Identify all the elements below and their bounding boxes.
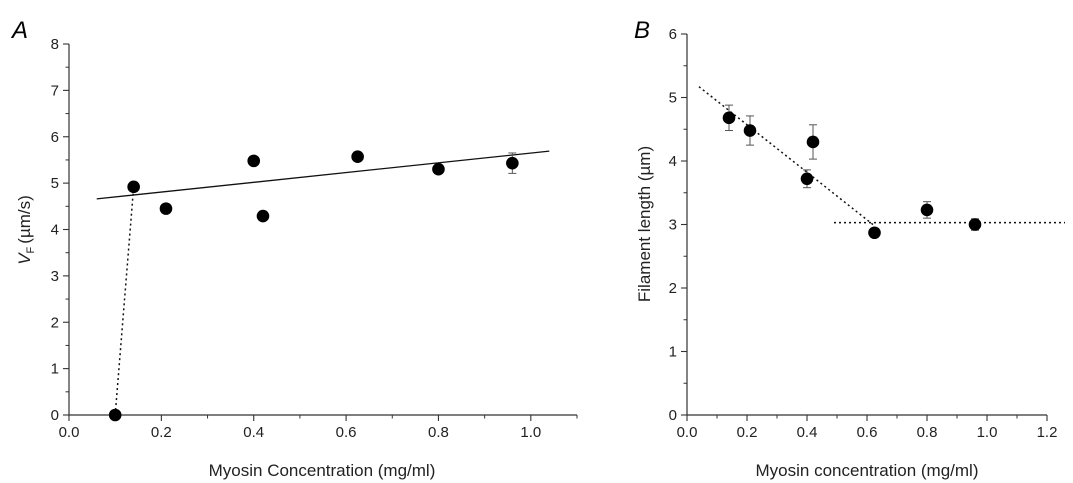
y-tick-label: 0	[669, 407, 677, 424]
panel-b-y-axis-title: Filament length (µm)	[635, 146, 654, 302]
y-tick-label: 4	[51, 222, 59, 239]
panel-b-x-axis-title: Myosin concentration (mg/ml)	[756, 461, 979, 480]
data-point	[722, 111, 736, 125]
dotted-fit-line	[114, 186, 135, 416]
y-tick-label: 7	[51, 82, 59, 99]
panel-a-label: A	[10, 17, 28, 44]
y-tick-label: 8	[51, 36, 59, 53]
solid-fit-line	[96, 150, 550, 200]
data-point	[159, 202, 173, 215]
data-point	[432, 162, 445, 176]
panel-a-fit-lines	[96, 150, 550, 416]
x-tick-label: 0.8	[428, 424, 449, 441]
x-tick-label: 1.2	[1037, 424, 1058, 441]
data-point	[247, 154, 261, 168]
y-tick-label: 4	[669, 153, 677, 170]
panel-a-y-axis-symbol: V	[15, 252, 34, 265]
x-tick-label: 0.6	[857, 424, 878, 441]
data-point	[108, 408, 122, 422]
data-point	[256, 209, 270, 223]
panel-b-fit-lines	[698, 86, 1065, 227]
panel-a-y-axis-title: VF (µm/s)	[15, 195, 37, 265]
panel-a-y-axis-units: (µm/s)	[15, 195, 34, 244]
panel-a: A 0.0 0.2 0.4 0.6 0.8 1.0 0 1 2 3 4 5 6 7 8 Myosin Con…	[10, 17, 578, 480]
y-tick-label: 6	[51, 129, 59, 146]
y-tick-label: 1	[51, 361, 59, 378]
panel-a-x-axis-title: Myosin Concentration (mg/ml)	[209, 461, 436, 480]
panel-a-data-points	[108, 150, 519, 422]
y-tick-label: 5	[51, 175, 59, 192]
panel-b-label: B	[634, 17, 650, 44]
data-point	[351, 150, 364, 163]
x-tick-label: 1.0	[520, 424, 541, 441]
data-point	[743, 124, 757, 137]
panel-a-ticks: 0.0 0.2 0.4 0.6 0.8 1.0 0 1 2 3 4 5 6 7 8	[51, 36, 578, 441]
y-tick-label: 3	[669, 217, 677, 234]
y-tick-label: 6	[669, 26, 677, 43]
x-tick-label: 0.0	[677, 424, 698, 441]
x-tick-label: 0.4	[243, 424, 264, 441]
y-tick-label: 5	[669, 90, 677, 107]
x-tick-label: 0.8	[917, 424, 938, 441]
data-point	[127, 180, 140, 194]
y-tick-label: 1	[669, 344, 677, 361]
y-tick-label: 2	[51, 314, 59, 331]
y-tick-label: 0	[51, 407, 59, 424]
data-point	[800, 172, 814, 186]
x-tick-label: 0.2	[737, 424, 758, 441]
panel-b-data-points	[722, 104, 982, 240]
data-point	[506, 156, 519, 170]
y-tick-label: 3	[51, 268, 59, 285]
y-tick-label: 2	[669, 280, 677, 297]
panel-a-y-axis-subscript: F	[25, 246, 37, 253]
data-point	[806, 135, 820, 149]
panel-b: B 0.0 0.2 0.4 0.6 0.8 1.0 1.2 0 1 2 3 4 5 6 Myosin co…	[634, 17, 1065, 480]
data-point	[920, 203, 934, 217]
x-tick-label: 0.6	[336, 424, 357, 441]
data-point	[868, 226, 881, 240]
x-tick-label: 0.2	[151, 424, 172, 441]
x-tick-label: 0.4	[797, 424, 818, 441]
data-point	[968, 218, 982, 231]
x-tick-label: 1.0	[977, 424, 998, 441]
x-tick-label: 0.0	[59, 424, 80, 441]
panel-b-ticks: 0.0 0.2 0.4 0.6 0.8 1.0 1.2 0 1 2 3 4 5 6	[669, 26, 1058, 441]
dotted-fit-line	[698, 86, 875, 227]
